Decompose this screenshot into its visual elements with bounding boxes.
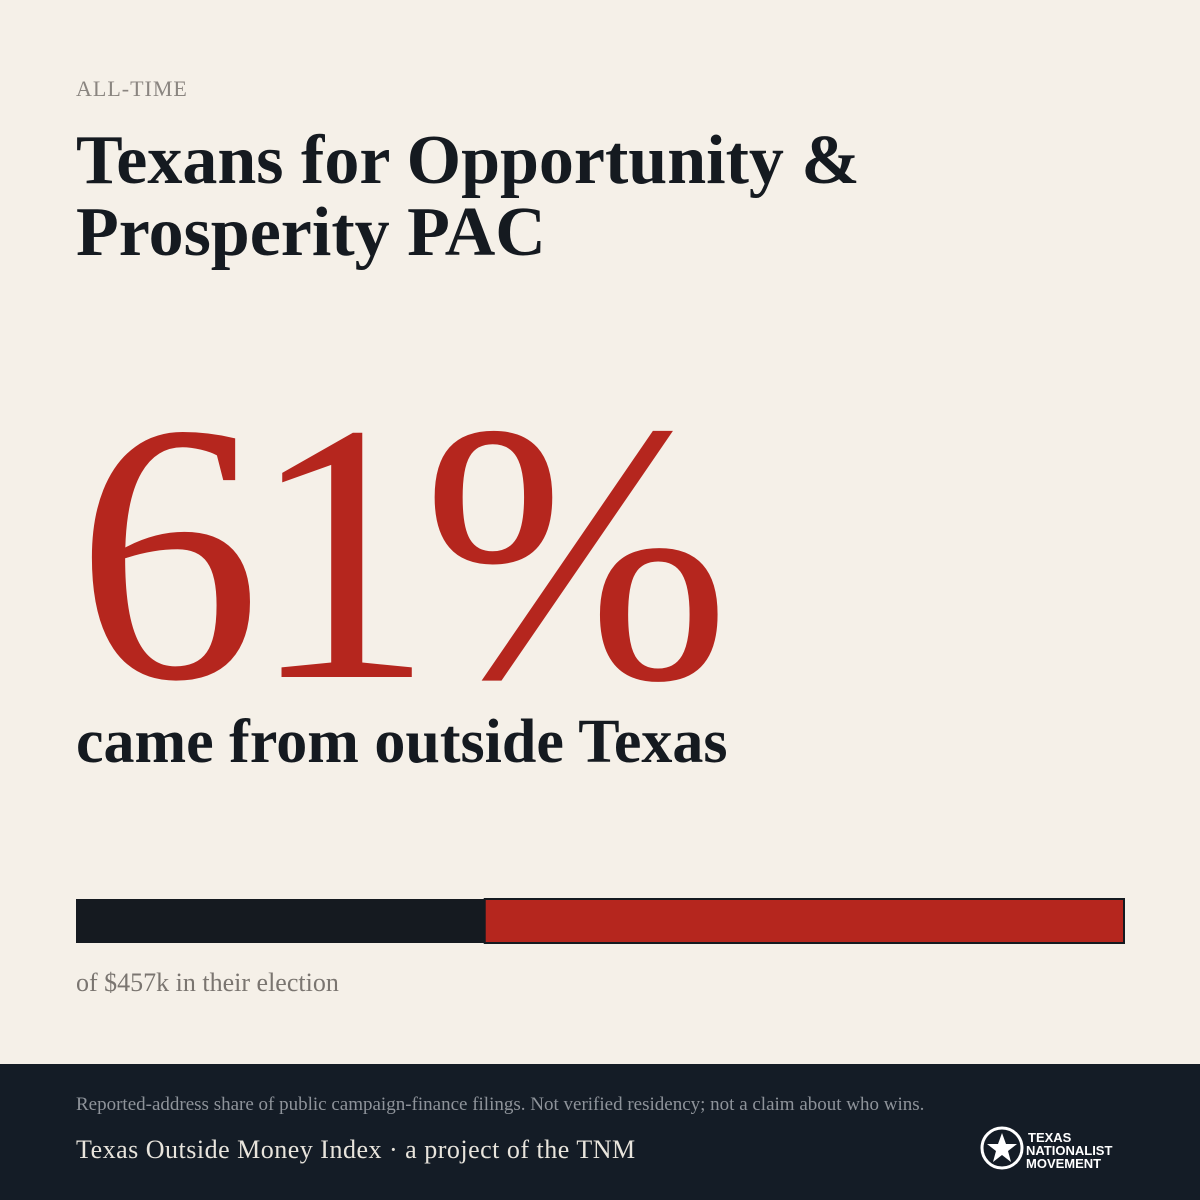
footer-credit: Texas Outside Money Index · a project of…	[76, 1135, 636, 1164]
logo-ring	[980, 1126, 1024, 1170]
total-note: of $457k in their election	[76, 968, 339, 997]
logo-text: TEXAS	[1028, 1130, 1072, 1145]
logo-star	[987, 1133, 1017, 1162]
logo-text: MOVEMENT	[1026, 1156, 1101, 1171]
stat-value: 61%	[76, 348, 723, 758]
logo-text: NATIONALIST	[1026, 1143, 1112, 1158]
footer-note: Reported-address share of public campaig…	[76, 1094, 924, 1115]
eyebrow: ALL-TIME	[76, 76, 188, 101]
bar-outside	[483, 898, 1126, 944]
title-line: Texans for Opportunity &	[76, 122, 860, 199]
title-line: Prosperity PAC	[76, 194, 546, 271]
logo: TEXAS NATIONALIST MOVEMENT	[980, 1126, 1112, 1171]
stat-caption: came from outside Texas	[76, 708, 728, 776]
share-bar	[76, 898, 1126, 944]
footer	[0, 1064, 1200, 1200]
